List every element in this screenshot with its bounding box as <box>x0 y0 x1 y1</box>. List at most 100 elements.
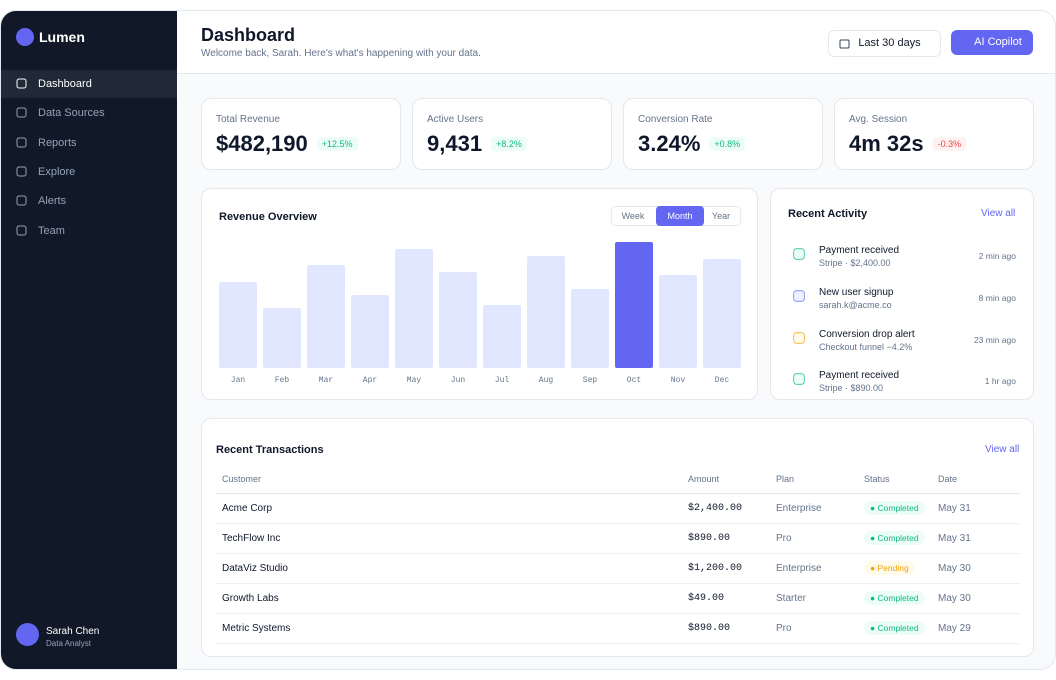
kpi-label: Avg. Session <box>849 114 908 125</box>
transactions-view-all[interactable]: View all <box>985 444 1020 455</box>
x-tick-label: Apr <box>363 376 378 385</box>
activity-icon <box>793 248 805 260</box>
cell-text: Starter <box>776 592 807 604</box>
table-row[interactable]: TechFlow Inc $890.00 Pro ● Completed May 31 <box>216 523 1020 554</box>
header: Dashboard Welcome back, Sarah. Here's wh… <box>177 11 1055 74</box>
table-cell: $890.00 <box>682 523 770 554</box>
table-cell: $1,200.00 <box>682 553 770 584</box>
kpi-value: 3.24% <box>638 131 701 156</box>
table-cell: Growth Labs <box>216 583 682 614</box>
nav-icon <box>16 225 27 235</box>
bar <box>263 308 301 368</box>
table-cell: ● Completed <box>858 523 932 554</box>
range-tabs: Week Month Year <box>611 206 741 226</box>
table-cell: Enterprise <box>770 493 858 524</box>
cell-text: Enterprise <box>776 562 822 574</box>
nav-item[interactable]: Explore <box>1 158 177 186</box>
table-cell: Enterprise <box>770 553 858 584</box>
x-tick-label: Nov <box>671 376 686 385</box>
x-tick-label: Feb <box>275 376 290 385</box>
table-row[interactable]: Acme Corp $2,400.00 Enterprise ● Completed M… <box>216 493 1020 524</box>
activity-time: 8 min ago <box>978 292 1016 303</box>
bar <box>219 282 257 368</box>
range-tab[interactable]: Year <box>711 211 731 221</box>
kpi-change: +12.5% <box>316 137 358 151</box>
kpi-card: Avg. Session 4m 32s -0.3% <box>834 98 1034 170</box>
table-cell: May 29 <box>932 613 1020 644</box>
nav-icon <box>16 137 27 148</box>
status-badge: ● Completed <box>864 620 925 635</box>
table-row[interactable]: Metric Systems $890.00 Pro ● Completed May 2… <box>216 613 1020 644</box>
nav-item[interactable]: Team <box>1 217 177 245</box>
activity-time: 1 hr ago <box>984 376 1016 387</box>
user-avatar <box>16 623 39 646</box>
table-cell: May 30 <box>932 553 1020 584</box>
cell-text: $890.00 <box>688 622 731 634</box>
brand-logo <box>16 28 34 46</box>
activity-detail: Checkout funnel −4.2% <box>819 341 913 352</box>
cell-text: May 29 <box>938 622 971 634</box>
nav-icon-shape <box>16 225 27 235</box>
cell-text: Pro <box>776 622 792 634</box>
bar <box>483 305 521 368</box>
x-tick-label: Jan <box>231 376 246 385</box>
nav-icon <box>16 107 27 118</box>
nav-icon-shape <box>16 78 27 89</box>
table-cell: ● Pending <box>858 553 932 584</box>
nav-icon-shape <box>16 166 27 177</box>
nav-icon-shape <box>16 137 27 148</box>
transactions-table: Customer Amount Plan Status Date Acme Corp $2,… <box>216 465 1020 644</box>
nav-icon <box>16 78 27 89</box>
x-tick-label: May <box>407 376 422 385</box>
x-tick-label: Dec <box>715 376 730 385</box>
column-header: Customer <box>216 465 682 494</box>
table-cell: Starter <box>770 583 858 614</box>
ai-copilot-button[interactable]: AI Copilot <box>951 30 1033 55</box>
cell-text: $890.00 <box>688 532 731 544</box>
kpi-value: $482,190 <box>216 131 308 156</box>
activity-title: Payment received <box>819 370 900 382</box>
cell-text: TechFlow Inc <box>222 532 281 544</box>
nav-label: Reports <box>38 136 77 149</box>
date-range-label: Last 30 days <box>858 37 921 49</box>
activity-title: Recent Activity <box>788 208 868 220</box>
bar <box>439 272 477 368</box>
kpi-row: 3.24% +0.8% <box>638 131 746 157</box>
nav-item[interactable]: Data Sources <box>1 99 177 127</box>
nav-item[interactable]: Dashboard <box>1 70 177 98</box>
nav-label: Alerts <box>38 195 67 208</box>
table-cell: May 30 <box>932 583 1020 614</box>
cell-text: Growth Labs <box>222 592 279 604</box>
page-subtitle: Welcome back, Sarah. Here's what's happe… <box>201 48 481 59</box>
bar <box>527 256 565 368</box>
activity-time: 23 min ago <box>973 334 1016 345</box>
table-cell: ● Completed <box>858 493 932 524</box>
range-tab[interactable]: Week <box>621 211 645 221</box>
table-cell: Metric Systems <box>216 613 682 644</box>
date-range[interactable]: Last 30 days <box>828 30 941 57</box>
status-badge: ● Completed <box>864 590 925 605</box>
table-cell: Acme Corp <box>216 493 682 524</box>
range-tab[interactable]: Month <box>656 206 704 226</box>
cell-text: May 30 <box>938 592 971 604</box>
kpi-card: Active Users 9,431 +8.2% <box>412 98 612 170</box>
bar <box>395 249 433 368</box>
revenue-card: Revenue Overview Week Month Year Jan Feb Mar… <box>201 188 758 400</box>
kpi-change: -0.3% <box>932 137 967 151</box>
chart-title: Revenue Overview <box>219 211 317 223</box>
table-row[interactable]: DataViz Studio $1,200.00 Enterprise ● Pendi… <box>216 553 1020 584</box>
kpi-row: 9,431 +8.2% <box>427 131 527 157</box>
nav-label: Team <box>38 224 65 237</box>
cell-text: May 30 <box>938 562 971 574</box>
activity-view-all[interactable]: View all <box>981 208 1016 219</box>
nav-item[interactable]: Alerts <box>1 187 177 215</box>
table-cell: $890.00 <box>682 613 770 644</box>
cell-text: May 31 <box>938 532 971 544</box>
table-row[interactable]: Growth Labs $49.00 Starter ● Completed May 3… <box>216 583 1020 614</box>
status-badge: ● Pending <box>864 560 915 575</box>
bar <box>571 289 609 368</box>
nav-icon-shape <box>16 195 27 206</box>
nav-item[interactable]: Reports <box>1 129 177 157</box>
table-header: Customer Amount Plan Status Date <box>216 465 1020 494</box>
nav-label: Data Sources <box>38 107 105 120</box>
